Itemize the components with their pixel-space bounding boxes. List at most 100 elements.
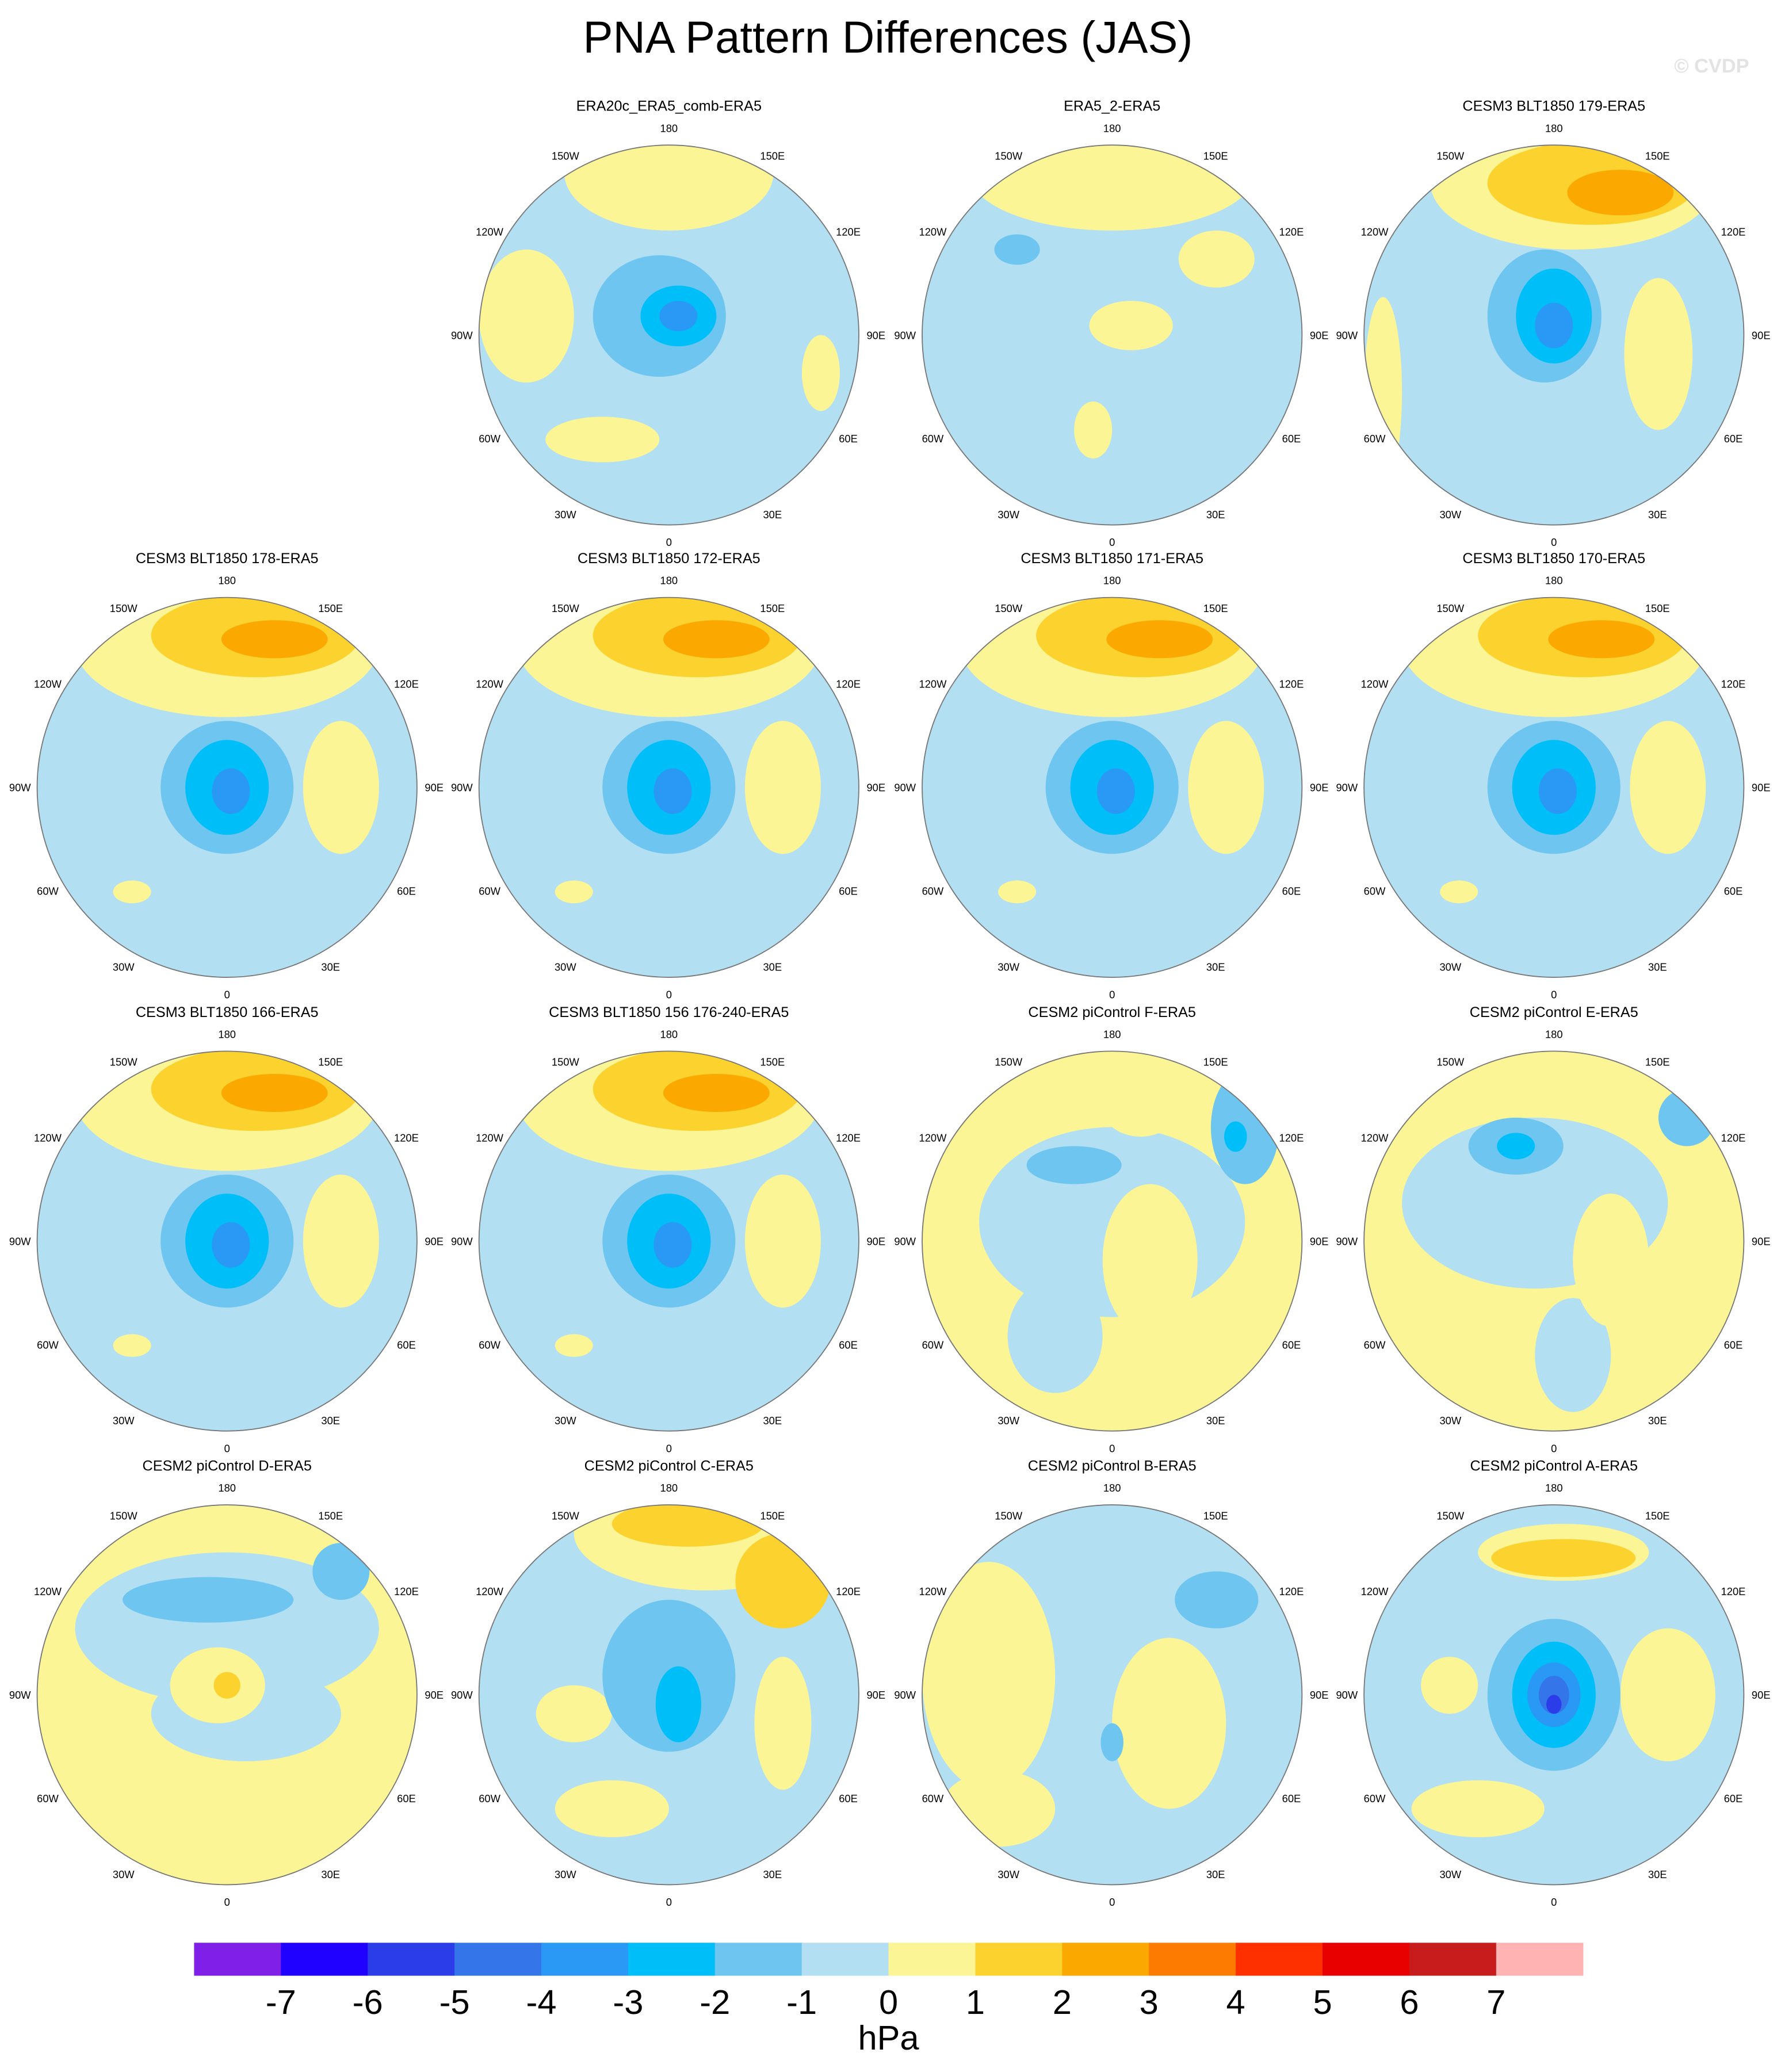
longitude-label: 150E <box>1645 1509 1670 1521</box>
longitude-label: 180 <box>660 575 678 587</box>
longitude-label: 60E <box>397 1792 416 1805</box>
field-contour <box>555 880 593 904</box>
longitude-label: 120W <box>1361 1585 1389 1597</box>
map-field <box>37 1051 417 1431</box>
longitude-label: 150W <box>110 1056 138 1068</box>
longitude-label: 90W <box>894 1689 916 1701</box>
longitude-label: 180 <box>1545 575 1563 587</box>
colorbar-tick-label: -1 <box>786 1983 817 2021</box>
longitude-label: 60E <box>839 433 858 445</box>
map-field <box>1364 597 1744 977</box>
longitude-label: 180 <box>1545 122 1563 134</box>
longitude-label: 150W <box>995 602 1023 614</box>
longitude-label: 30W <box>1439 1868 1461 1880</box>
longitude-label: 150E <box>760 150 785 162</box>
field-contour <box>1440 880 1478 904</box>
map-border <box>922 1504 1303 1886</box>
longitude-label: 90E <box>1752 782 1771 794</box>
longitude-label: 30W <box>113 1868 135 1880</box>
field-contour <box>1624 278 1693 430</box>
field-contour <box>1546 1695 1562 1714</box>
field-contour <box>1178 230 1255 288</box>
field-contour <box>1074 401 1113 458</box>
longitude-label: 60W <box>922 1339 944 1351</box>
map-field <box>479 1505 859 1885</box>
longitude-label: 90W <box>894 1235 916 1247</box>
map-field <box>1364 145 1744 525</box>
panel-title: ERA5_2-ERA5 <box>1064 98 1160 114</box>
longitude-label: 90E <box>425 1235 444 1247</box>
longitude-label: 60E <box>1282 1792 1301 1805</box>
longitude-label: 180 <box>660 122 678 134</box>
field-contour <box>555 1334 593 1357</box>
longitude-label: 90W <box>9 1689 31 1701</box>
field-contour <box>653 768 692 815</box>
colorbar-box <box>1149 1943 1236 1976</box>
longitude-label: 0 <box>224 1896 230 1908</box>
longitude-label: 60E <box>1724 433 1743 445</box>
field-contour <box>1026 1146 1122 1184</box>
field-contour <box>479 249 574 383</box>
longitude-label: 120E <box>394 1131 419 1144</box>
longitude-label: 30W <box>113 961 135 973</box>
field-contour <box>113 880 151 904</box>
map-border <box>36 1504 418 1886</box>
longitude-label: 90W <box>1336 1235 1358 1247</box>
longitude-label: 180 <box>1545 1482 1563 1494</box>
field-contour <box>922 1562 1056 1790</box>
map-field <box>1364 1505 1744 1885</box>
colorbar-tick-label: 5 <box>1313 1983 1332 2021</box>
longitude-label: 30W <box>997 1415 1019 1427</box>
longitude-label: 90W <box>1336 782 1358 794</box>
colorbar-tick-label: 3 <box>1140 1983 1159 2021</box>
watermark: © CVDP <box>1674 55 1749 77</box>
field-contour <box>1096 768 1135 815</box>
longitude-label: 30W <box>113 1415 135 1427</box>
field-contour <box>801 335 840 411</box>
field-contour <box>1548 620 1655 659</box>
longitude-label: 150E <box>318 1509 343 1521</box>
longitude-label: 90W <box>894 782 916 794</box>
longitude-label: 180 <box>1545 1028 1563 1040</box>
longitude-label: 150E <box>318 602 343 614</box>
field-contour <box>653 1222 692 1268</box>
longitude-label: 60W <box>479 885 500 897</box>
longitude-label: 60E <box>839 1339 858 1351</box>
map-panel: CESM2 piControl A-ERA5 0 30E 60E 90E 120E 150E… <box>1336 1458 1770 1908</box>
longitude-label: 90E <box>866 1689 885 1701</box>
field-contour <box>1411 1780 1545 1837</box>
colorbar-box <box>281 1943 368 1976</box>
longitude-label: 150W <box>110 602 138 614</box>
longitude-label: 60W <box>922 433 944 445</box>
map-panel: CESM2 piControl C-ERA5 0 30E 60E 90E 120E 150E… <box>451 1458 885 1908</box>
map-panel: CESM3 BLT1850 178-ERA5 0 30E 60E 90E 120E 150E… <box>9 551 444 1001</box>
longitude-label: 30W <box>555 1415 576 1427</box>
longitude-label: 150W <box>1436 1509 1465 1521</box>
panel-title: CESM3 BLT1850 172-ERA5 <box>578 551 760 567</box>
field-contour <box>659 300 698 331</box>
map-border <box>922 1050 1303 1432</box>
longitude-label: 90W <box>894 329 916 341</box>
map-border <box>922 597 1303 978</box>
colorbar-tick-label: 2 <box>1053 1983 1072 2021</box>
longitude-label: 0 <box>224 989 230 1001</box>
longitude-label: 90W <box>451 1689 473 1701</box>
field-contour <box>1630 721 1706 854</box>
panel-title: CESM3 BLT1850 171-ERA5 <box>1021 551 1203 567</box>
field-contour <box>213 1672 240 1699</box>
field-contour <box>212 1222 250 1268</box>
longitude-label: 120W <box>1361 225 1389 238</box>
panel-title: CESM3 BLT1850 170-ERA5 <box>1462 551 1645 567</box>
longitude-label: 60E <box>1724 1339 1743 1351</box>
field-contour <box>536 1685 612 1742</box>
longitude-label: 60E <box>1724 1792 1743 1805</box>
longitude-label: 30W <box>997 961 1019 973</box>
map-field <box>479 1051 859 1431</box>
field-contour <box>1535 303 1573 349</box>
longitude-label: 150E <box>1203 1056 1228 1068</box>
longitude-label: 30E <box>1648 1868 1667 1880</box>
map-panel: ERA20c_ERA5_comb-ERA5 0 30E 60E 90E 120E 150E 1… <box>451 98 885 549</box>
longitude-label: 90E <box>1310 782 1329 794</box>
longitude-label: 60W <box>37 885 59 897</box>
colorbar-tick-label: 6 <box>1400 1983 1419 2021</box>
